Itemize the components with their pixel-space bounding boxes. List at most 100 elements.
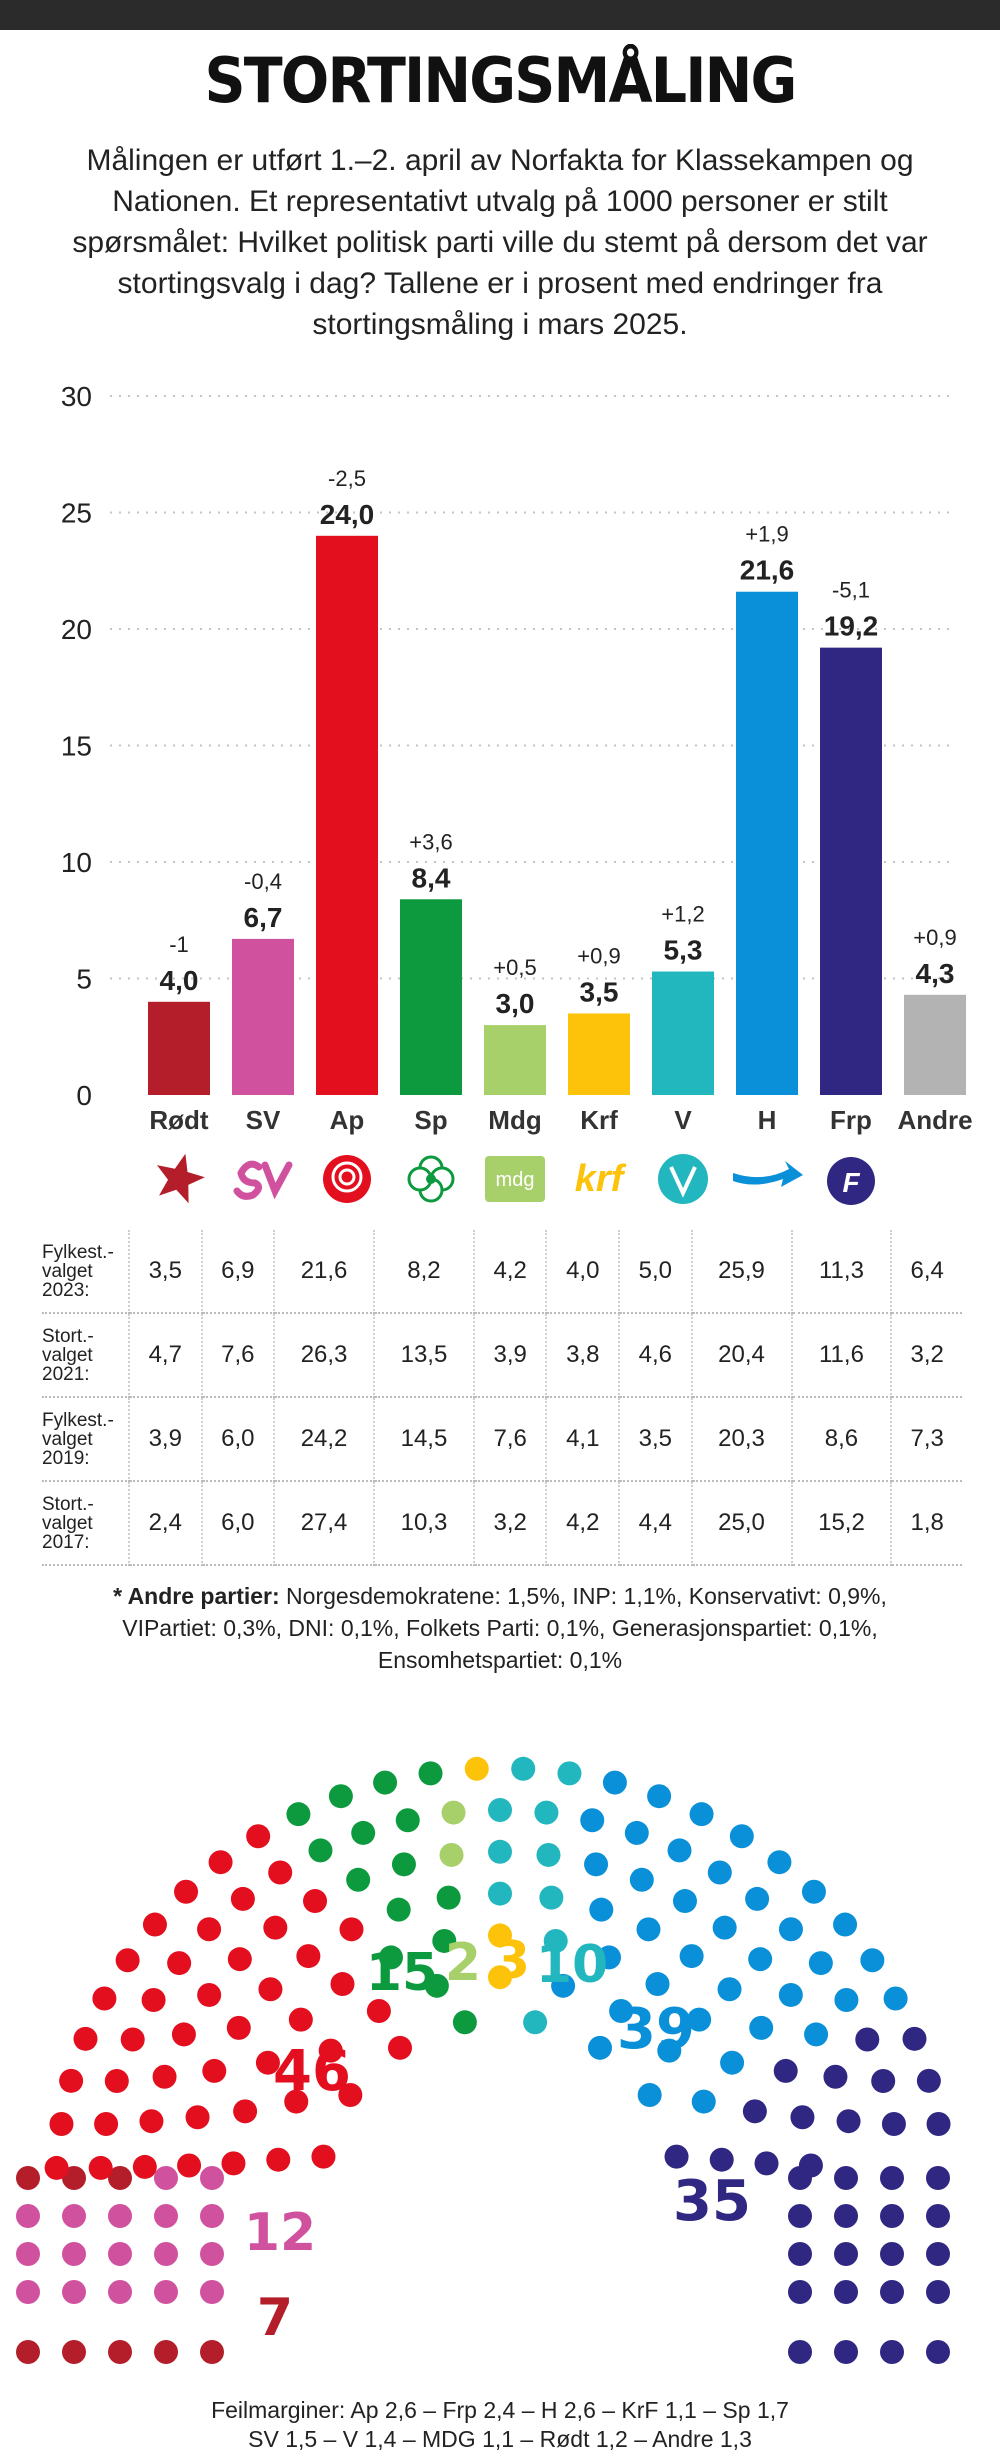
history-row-label-line: 2017:	[42, 1531, 90, 1553]
history-row-label-line: Stort.-	[42, 1493, 94, 1515]
seat-dot	[745, 1886, 770, 1911]
history-cell: 1,8	[891, 1481, 962, 1566]
seat-count-sp: 15	[366, 1943, 438, 2003]
seat-dot	[798, 2153, 823, 2178]
seat-dot	[200, 2204, 224, 2228]
seat-dot	[788, 2204, 812, 2228]
seat-dot	[834, 2340, 858, 2364]
bar-mdg	[484, 1025, 546, 1095]
seat-dot	[636, 1917, 661, 1942]
seat-dot	[108, 2280, 132, 2304]
history-row-label: Stort.- valget 2017:	[42, 1481, 130, 1566]
history-row: Stort.- valget 2021: 4,7 7,6 26,3 13,5 3,9 3,8 4,…	[42, 1313, 962, 1398]
seat-dot	[880, 2242, 904, 2266]
seat-dot	[833, 1912, 858, 1937]
seat-count-v: 10	[536, 1935, 608, 1995]
seat-dot	[197, 1982, 222, 2007]
rodt-star-icon	[157, 1153, 205, 1204]
history-cell: 3,8	[546, 1313, 621, 1398]
seat-dot	[679, 1944, 704, 1969]
svg-text:mdg: mdg	[496, 1169, 535, 1191]
seat-dot	[836, 2109, 861, 2134]
value-label: 8,4	[412, 862, 451, 893]
seat-dot	[788, 2340, 812, 2364]
seat-dot	[200, 2166, 224, 2190]
seat-dot	[860, 1948, 885, 1973]
seat-dot	[246, 1824, 271, 1849]
category-label: Frp	[830, 1105, 872, 1135]
bar-rødt	[148, 1001, 210, 1095]
seat-dot	[902, 2026, 927, 2051]
seat-dot	[602, 1770, 627, 1795]
seat-dot	[200, 2340, 224, 2364]
history-cell: 4,7	[129, 1313, 203, 1398]
seat-dot	[16, 2204, 40, 2228]
bar-ap	[316, 535, 378, 1095]
error-margins-line-2: SV 1,5 – V 1,4 – MDG 1,1 – Rødt 1,2 – An…	[248, 2426, 752, 2452]
seat-dot	[916, 2068, 941, 2093]
history-row-label-line: valget	[42, 1428, 93, 1450]
seat-dot	[523, 2010, 548, 2035]
seat-dot	[174, 1879, 199, 1904]
seat-dot	[255, 2050, 280, 2075]
seat-dot	[881, 2112, 906, 2137]
change-label: -5,1	[832, 578, 870, 603]
seat-dot	[871, 2069, 896, 2094]
seat-dot	[926, 2242, 950, 2266]
seat-dot	[154, 2242, 178, 2266]
seat-dot	[296, 1944, 321, 1969]
seat-dot	[589, 1897, 614, 1922]
seat-dot	[318, 2038, 343, 2063]
value-label: 19,2	[824, 611, 879, 642]
history-cell: 26,3	[274, 1313, 376, 1398]
seat-dot	[647, 1784, 672, 1809]
top-bar	[0, 0, 1000, 30]
intro-text: Målingen er utført 1.–2. april av Norfak…	[72, 144, 928, 341]
seat-dot	[303, 1889, 328, 1914]
history-cell: 4,6	[619, 1313, 693, 1398]
seat-dot	[288, 2007, 313, 2032]
seat-dot	[108, 2242, 132, 2266]
seat-dot	[154, 2340, 178, 2364]
seat-dot	[539, 1885, 564, 1910]
seat-dot	[227, 1947, 252, 1972]
seat-dot	[284, 2089, 309, 2114]
seat-dot	[488, 1923, 512, 1948]
seat-dot	[62, 2166, 86, 2190]
seat-dot	[424, 1973, 449, 1998]
seat-dot	[373, 1770, 398, 1795]
seat-dot	[645, 1972, 670, 1997]
value-label: 4,0	[160, 965, 199, 996]
change-label: +0,9	[577, 943, 620, 968]
seat-dot	[609, 1998, 634, 2023]
history-cell: 3,9	[473, 1313, 548, 1398]
seat-dot	[351, 1820, 376, 1845]
change-label: +3,6	[409, 829, 452, 854]
seat-dot	[208, 1850, 233, 1875]
seat-dot	[637, 2082, 662, 2107]
history-cell: 25,9	[691, 1230, 793, 1314]
y-tick-label: 10	[61, 847, 92, 878]
history-row-label-line: 2021:	[42, 1363, 90, 1385]
seat-dot	[834, 2280, 858, 2304]
seat-dot	[689, 1802, 714, 1827]
history-cell: 4,0	[546, 1230, 621, 1314]
history-cell: 4,1	[546, 1397, 621, 1482]
seat-dot	[717, 1977, 742, 2002]
seat-count-frp: 35	[673, 2169, 751, 2234]
seat-dot	[788, 2280, 812, 2304]
seat-dot	[629, 1867, 654, 1892]
history-cell: 21,6	[274, 1230, 376, 1314]
seat-dot	[778, 1982, 803, 2007]
history-row: Fylkest.- valget 2019: 3,9 6,0 24,2 14,5 7,6 4,1…	[42, 1397, 962, 1482]
seat-dot	[880, 2166, 904, 2190]
bar-chart: 0 5 10 15 20 25 30 4,0 -1 Rødt 6,7 -0,4 SV 24,0 -2,5 Ap…	[61, 381, 973, 1205]
seat-dot	[132, 2154, 157, 2179]
seat-dot	[62, 2242, 86, 2266]
seat-dot	[773, 2058, 798, 2083]
seat-dot	[200, 2242, 224, 2266]
seat-dot	[16, 2242, 40, 2266]
seat-dot	[804, 2022, 829, 2047]
seat-dot	[801, 1879, 826, 1904]
category-label: H	[758, 1105, 777, 1135]
